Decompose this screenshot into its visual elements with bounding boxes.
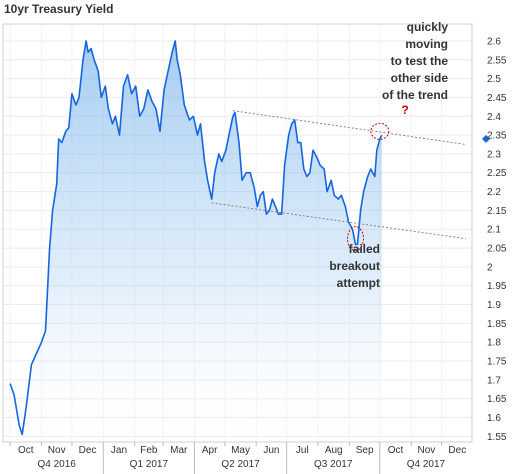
- y-tick-label: 2.4: [487, 112, 501, 123]
- x-month-label: Oct: [388, 445, 404, 456]
- failed-breakout-circle: [347, 226, 365, 252]
- x-axis-quarters: Q4 2016 Q1 2017 Q2 2017 Q3 2017 Q4 2017: [37, 446, 446, 474]
- annotation-line: moving: [405, 37, 448, 51]
- annotation-failed-breakout: failed breakout attempt: [329, 242, 380, 290]
- y-tick-label: 1.75: [487, 357, 507, 368]
- y-tick-label: 2.05: [487, 244, 507, 255]
- x-month-label: May: [231, 445, 250, 456]
- y-tick-label: 1.9: [487, 300, 501, 311]
- annotation-line: quickly: [407, 20, 449, 34]
- y-tick-label: 1.6: [487, 413, 501, 424]
- x-month-label: Aug: [325, 445, 343, 456]
- annotation-line: attempt: [337, 276, 380, 290]
- x-month-label: Mar: [170, 445, 188, 456]
- x-month-label: Nov: [48, 445, 66, 456]
- x-month-label: Dec: [79, 445, 97, 456]
- x-month-label: Jul: [296, 445, 309, 456]
- y-tick-label: 2: [487, 262, 493, 273]
- x-quarter-label: Q4 2017: [407, 459, 446, 470]
- yield-area: [10, 40, 382, 443]
- y-tick-label: 1.95: [487, 281, 507, 292]
- x-month-label: Nov: [418, 445, 436, 456]
- y-tick-label: 2.2: [487, 187, 501, 198]
- x-month-label: Jun: [263, 445, 279, 456]
- yield-line: [9, 40, 383, 436]
- chart-title: 10yr Treasury Yield: [4, 2, 113, 16]
- y-tick-label: 2.45: [487, 93, 507, 104]
- x-quarter-label: Q1 2017: [130, 459, 169, 470]
- upper-trendline: [232, 110, 466, 145]
- y-tick-label: 2.1: [487, 225, 501, 236]
- y-tick-label: 1.8: [487, 338, 501, 349]
- y-tick-label: 2.35: [487, 131, 507, 142]
- y-tick-label: 1.7: [487, 375, 501, 386]
- annotation-line: other side: [391, 71, 449, 85]
- y-tick-label: 1.65: [487, 394, 507, 405]
- x-quarter-label: Q2 2017: [221, 459, 260, 470]
- x-quarter-label: Q4 2016: [37, 459, 76, 470]
- x-month-label: Jan: [111, 445, 127, 456]
- lower-trendline: [211, 202, 466, 240]
- x-month-label: Oct: [18, 445, 34, 456]
- annotation-line: of the trend: [382, 88, 448, 102]
- y-tick-label: 2.5: [487, 74, 501, 85]
- annotation-line: breakout: [329, 259, 380, 273]
- y-tick-label: 1.85: [487, 319, 507, 330]
- y-tick-label: 1.55: [487, 432, 507, 443]
- y-axis-ticks: 2.6 2.55 2.5 2.45 2.4 2.35 2.3 2.25 2.2 2.15 2.1 2.…: [487, 36, 507, 442]
- x-month-label: Apr: [202, 445, 218, 456]
- y-tick-label: 2.6: [487, 36, 501, 47]
- y-tick-label: 2.25: [487, 168, 507, 179]
- annotation-breakout-test: quickly moving to test the other side of…: [382, 20, 448, 102]
- annotation-line: failed: [349, 242, 380, 256]
- breakout-test-circle: [370, 122, 390, 140]
- y-tick-label: 2.3: [487, 149, 501, 160]
- last-value-marker: [482, 134, 490, 143]
- x-month-label: Sep: [356, 445, 374, 456]
- x-axis-months: Oct Nov Dec Jan Feb Mar Apr May Jun Jul Aug Sep Oct N…: [18, 445, 466, 456]
- y-tick-label: 2.15: [487, 206, 507, 217]
- annotation-line: to test the: [391, 54, 449, 68]
- x-quarter-label: Q3 2017: [314, 459, 353, 470]
- y-tick-label: 2.55: [487, 55, 507, 66]
- x-month-label: Dec: [448, 445, 466, 456]
- question-mark: ?: [401, 103, 408, 117]
- x-month-label: Feb: [140, 445, 158, 456]
